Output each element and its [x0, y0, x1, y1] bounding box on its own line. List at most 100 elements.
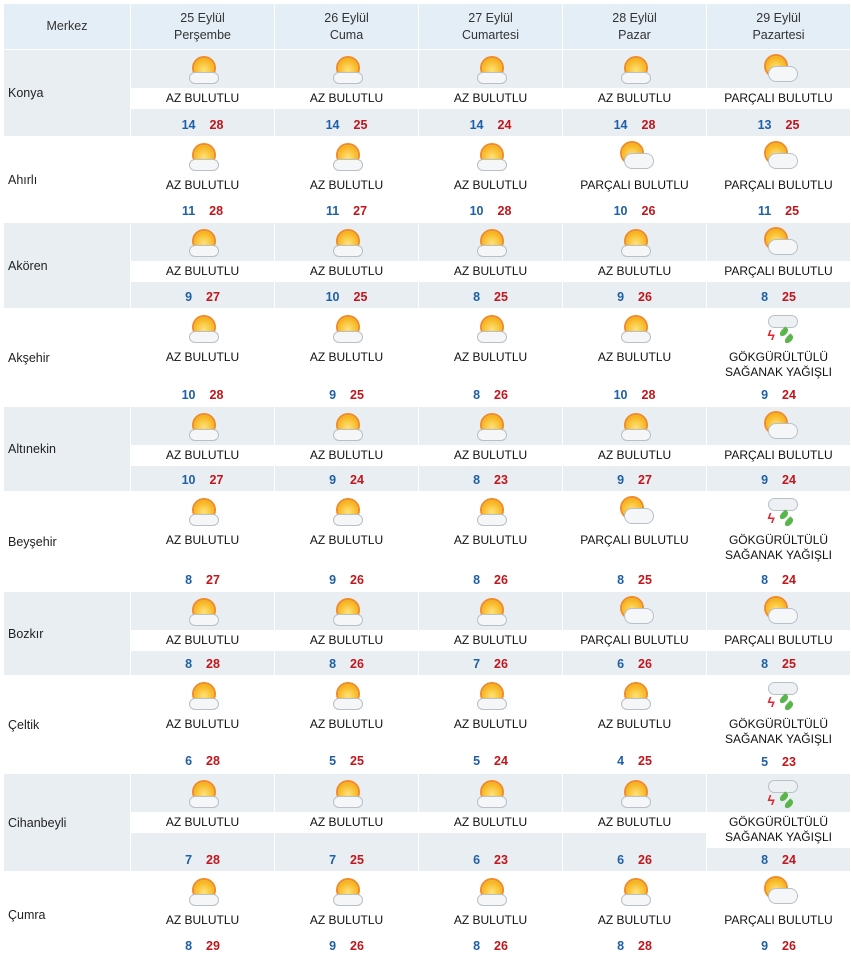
- condition-text: AZ BULUTLU: [131, 445, 274, 466]
- forecast-cell: AZ BULUTLU 4 25: [563, 676, 706, 773]
- condition-text: GÖKGÜRÜLTÜLÜ SAĞANAK YAĞIŞLI: [725, 350, 832, 379]
- max-temp: 28: [206, 853, 220, 867]
- sun-cloud-icon: [474, 878, 508, 908]
- forecast-cell: AZ BULUTLU 14 28: [563, 50, 706, 136]
- sun-cloud-icon: [474, 498, 508, 528]
- sun-cloud-icon: [330, 143, 364, 173]
- day-date: 25 Eylül: [180, 10, 225, 25]
- max-temp: 26: [638, 853, 652, 867]
- min-temp: 14: [469, 118, 484, 132]
- max-temp: 28: [641, 388, 656, 402]
- condition-text: AZ BULUTLU: [597, 913, 672, 927]
- city-name: Altınekin: [4, 407, 130, 491]
- sun-cloud-icon: [186, 315, 220, 345]
- condition-text: AZ BULUTLU: [419, 445, 562, 466]
- forecast-cell: AZ BULUTLU 11 27: [275, 137, 418, 222]
- day-header: 26 Eylül Cuma: [275, 4, 418, 49]
- min-temp: 13: [757, 118, 772, 132]
- forecast-cell: AZ BULUTLU 10 25: [275, 223, 418, 308]
- partly-cloudy-icon: [762, 878, 798, 908]
- max-temp: 25: [638, 754, 652, 768]
- max-temp: 24: [782, 853, 796, 867]
- min-temp: 8: [473, 473, 481, 487]
- min-temp: 8: [473, 939, 481, 953]
- partly-cloudy-icon: [762, 229, 798, 259]
- condition-text: AZ BULUTLU: [165, 178, 240, 192]
- partly-cloudy-icon: [762, 56, 798, 86]
- condition-text: AZ BULUTLU: [563, 812, 706, 833]
- forecast-cell: PARÇALI BULUTLU 8 25: [707, 223, 850, 308]
- min-temp: 8: [473, 388, 481, 402]
- max-temp: 25: [782, 657, 796, 671]
- max-temp: 28: [641, 118, 656, 132]
- city-row: Çumra AZ BULUTLU 8 29 AZ BULUTLU 9 26 AZ B…: [4, 872, 850, 957]
- sun-cloud-icon: [474, 598, 508, 628]
- condition-text: AZ BULUTLU: [165, 533, 240, 547]
- condition-text: PARÇALI BULUTLU: [724, 178, 833, 192]
- max-temp: 23: [782, 755, 796, 769]
- min-temp: 10: [181, 473, 196, 487]
- sun-cloud-icon: [330, 229, 364, 259]
- min-temp: 11: [325, 204, 340, 218]
- forecast-cell: AZ BULUTLU 8 23: [419, 407, 562, 491]
- forecast-table: Merkez 25 Eylül Perşembe 26 Eylül Cuma 27 Eyl…: [3, 3, 851, 958]
- max-temp: 26: [494, 573, 508, 587]
- min-temp: 9: [617, 473, 625, 487]
- forecast-cell: AZ BULUTLU 8 28: [563, 872, 706, 957]
- min-temp: 7: [473, 657, 481, 671]
- min-temp: 8: [761, 573, 769, 587]
- city-row: Konya AZ BULUTLU 14 28 AZ BULUTLU 14 25 AZ…: [4, 50, 850, 136]
- forecast-cell: AZ BULUTLU 9 27: [131, 223, 274, 308]
- forecast-cell: ϟ GÖKGÜRÜLTÜLÜ SAĞANAK YAĞIŞLI 8 24: [707, 492, 850, 591]
- forecast-cell: AZ BULUTLU 7 25: [275, 774, 418, 871]
- max-temp: 26: [350, 939, 364, 953]
- forecast-cell: AZ BULUTLU 5 25: [275, 676, 418, 773]
- max-temp: 25: [353, 290, 368, 304]
- condition-text: AZ BULUTLU: [275, 88, 418, 109]
- day-header: 25 Eylül Perşembe: [131, 4, 274, 49]
- sun-cloud-icon: [330, 780, 364, 810]
- condition-text: AZ BULUTLU: [309, 913, 384, 927]
- city-name: Çumra: [8, 907, 46, 922]
- sun-cloud-icon: [474, 56, 508, 86]
- sun-cloud-icon: [330, 413, 364, 443]
- min-temp: 8: [617, 939, 625, 953]
- min-temp: 6: [473, 853, 481, 867]
- min-temp: 5: [329, 754, 337, 768]
- forecast-cell: AZ BULUTLU 8 26: [419, 309, 562, 406]
- max-temp: 25: [353, 118, 368, 132]
- min-temp: 6: [185, 754, 193, 768]
- max-temp: 27: [206, 573, 220, 587]
- condition-text: GÖKGÜRÜLTÜLÜ SAĞANAK YAĞIŞLI: [725, 717, 832, 746]
- condition-text: AZ BULUTLU: [165, 350, 240, 364]
- forecast-cell: PARÇALI BULUTLU 10 26: [563, 137, 706, 222]
- max-temp: 25: [785, 204, 800, 218]
- max-temp: 25: [494, 290, 508, 304]
- max-temp: 26: [494, 939, 508, 953]
- city-name: Ahırlı: [8, 172, 38, 187]
- sun-cloud-icon: [474, 682, 508, 712]
- forecast-cell: AZ BULUTLU 8 26: [419, 492, 562, 591]
- thunderstorm-icon: ϟ: [762, 682, 798, 712]
- condition-text: GÖKGÜRÜLTÜLÜ SAĞANAK YAĞIŞLI: [707, 812, 850, 848]
- sun-cloud-icon: [618, 413, 652, 443]
- condition-text: AZ BULUTLU: [563, 261, 706, 282]
- min-temp: 9: [329, 473, 337, 487]
- day-name: Perşembe: [174, 27, 231, 42]
- sun-cloud-icon: [618, 780, 652, 810]
- condition-text: AZ BULUTLU: [309, 350, 384, 364]
- condition-text: AZ BULUTLU: [419, 88, 562, 109]
- condition-text: AZ BULUTLU: [563, 88, 706, 109]
- min-temp: 8: [185, 573, 193, 587]
- min-temp: 5: [761, 755, 769, 769]
- condition-text: AZ BULUTLU: [165, 913, 240, 927]
- sun-cloud-icon: [330, 56, 364, 86]
- min-temp: 7: [329, 853, 337, 867]
- min-temp: 8: [185, 939, 193, 953]
- day-date: 29 Eylül: [756, 10, 801, 25]
- min-temp: 10: [613, 204, 628, 218]
- forecast-cell: PARÇALI BULUTLU 8 25: [563, 492, 706, 591]
- min-temp: 8: [761, 290, 769, 304]
- max-temp: 27: [209, 473, 224, 487]
- max-temp: 26: [638, 657, 652, 671]
